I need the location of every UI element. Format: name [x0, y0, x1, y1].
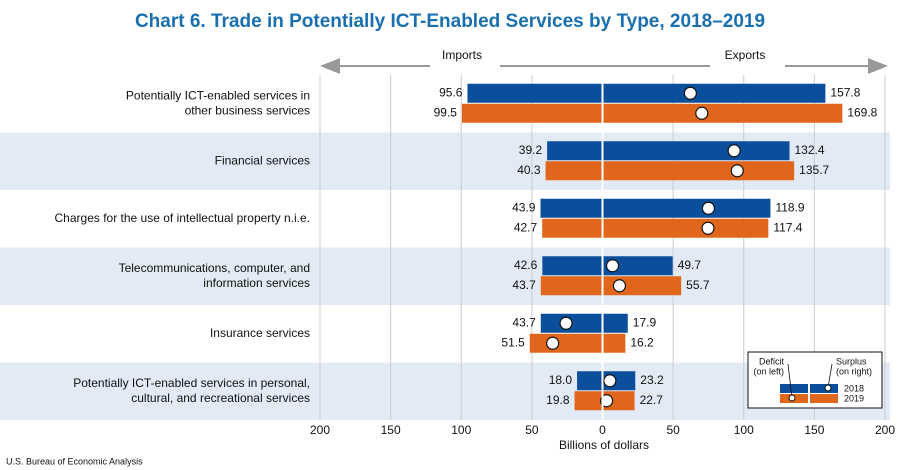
source: U.S. Bureau of Economic Analysis: [6, 456, 143, 466]
import-bar: [529, 333, 603, 353]
legend-marker: [788, 394, 796, 402]
export-bar: [602, 313, 628, 333]
legend-deficit: (on left): [753, 366, 784, 376]
legend-pointer: [827, 363, 833, 389]
category-label: cultural, and recreational services: [131, 391, 310, 405]
legend-swatch: [810, 384, 838, 393]
header-gap: [430, 58, 500, 74]
import-label: 99.5: [434, 105, 458, 119]
x-tick-label: 100: [451, 423, 471, 437]
import-label: 39.2: [519, 143, 543, 157]
export-bar: [602, 333, 626, 353]
export-bar: [602, 218, 769, 238]
x-tick-label: 200: [310, 423, 330, 437]
legend-deficit: Deficit: [759, 356, 785, 366]
category-label: Potentially ICT-enabled services in pers…: [73, 376, 310, 390]
import-bar: [545, 161, 603, 181]
balance-marker: [701, 201, 716, 215]
imports-header: Imports: [442, 48, 482, 62]
import-bar: [542, 218, 603, 238]
legend-pointer: [787, 363, 793, 399]
export-label: 49.7: [678, 258, 702, 272]
category-label: Financial services: [215, 153, 310, 167]
x-tick-label: 100: [734, 423, 754, 437]
balance-marker: [727, 144, 741, 158]
export-bar: [602, 141, 790, 161]
import-label: 40.3: [517, 163, 541, 177]
export-label: 118.9: [775, 200, 804, 214]
row-band: [0, 362, 890, 420]
import-label: 19.8: [546, 393, 570, 407]
category-label: other business services: [185, 103, 310, 117]
export-bar: [602, 256, 673, 276]
row-band: [0, 247, 890, 305]
chart-title: Chart 6. Trade in Potentially ICT-Enable…: [135, 11, 765, 32]
import-label: 51.5: [501, 335, 525, 349]
legend-swatch: [810, 394, 838, 403]
export-label: 17.9: [633, 315, 657, 329]
import-bar: [574, 391, 603, 411]
legend-label: 2019: [844, 393, 864, 403]
category-label: Telecommunications, computer, and: [119, 261, 310, 275]
import-label: 42.6: [514, 258, 538, 272]
import-bar: [467, 83, 603, 103]
import-label: 43.7: [512, 315, 536, 329]
balance-marker: [546, 336, 560, 350]
export-bar: [602, 83, 826, 103]
balance-marker: [683, 86, 697, 100]
balance-marker: [701, 221, 715, 235]
export-label: 169.8: [847, 105, 877, 119]
x-tick-label: 150: [804, 423, 824, 437]
export-bar: [602, 103, 843, 123]
x-tick-label: 200: [875, 423, 895, 437]
import-bar: [461, 103, 603, 123]
export-label: 117.4: [773, 220, 802, 234]
balance-marker: [605, 259, 620, 273]
category-label: Potentially ICT-enabled services in: [126, 88, 310, 102]
import-label: 43.9: [512, 200, 536, 214]
x-axis-label: Billions of dollars: [559, 438, 649, 452]
export-label: 55.7: [686, 278, 710, 292]
x-tick-label: 50: [525, 423, 539, 437]
import-bar: [547, 141, 603, 161]
legend-label: 2018: [844, 383, 864, 393]
export-bar: [602, 161, 795, 181]
export-label: 132.4: [795, 143, 825, 157]
import-label: 95.6: [439, 85, 463, 99]
import-bar: [540, 276, 603, 296]
balance-marker: [599, 394, 614, 408]
import-bar: [577, 371, 603, 391]
import-label: 18.0: [549, 373, 573, 387]
export-label: 16.2: [630, 335, 654, 349]
balance-marker: [730, 164, 744, 178]
import-bar: [542, 256, 603, 276]
legend-surplus: Surplus: [836, 356, 867, 366]
x-tick-label: 0: [599, 423, 606, 437]
category-label: Insurance services: [210, 326, 310, 340]
legend-swatch: [780, 384, 808, 393]
import-bar: [540, 198, 603, 218]
export-label: 23.2: [640, 373, 664, 387]
balance-marker: [559, 316, 573, 330]
legend-surplus: (on right): [836, 366, 872, 376]
category-label: Charges for the use of intellectual prop…: [55, 211, 310, 225]
x-tick-label: 150: [381, 423, 401, 437]
export-label: 22.7: [640, 393, 664, 407]
category-label: information services: [203, 276, 310, 290]
import-label: 42.7: [514, 220, 538, 234]
export-label: 157.8: [830, 85, 860, 99]
export-label: 135.7: [799, 163, 829, 177]
balance-marker: [612, 279, 627, 293]
balance-marker: [695, 106, 709, 120]
x-tick-label: 50: [666, 423, 680, 437]
import-label: 43.7: [512, 278, 536, 292]
export-bar: [602, 198, 771, 218]
exports-header: Exports: [725, 48, 766, 62]
header-gap: [710, 58, 785, 74]
legend-marker: [824, 384, 832, 392]
balance-marker: [603, 374, 617, 388]
